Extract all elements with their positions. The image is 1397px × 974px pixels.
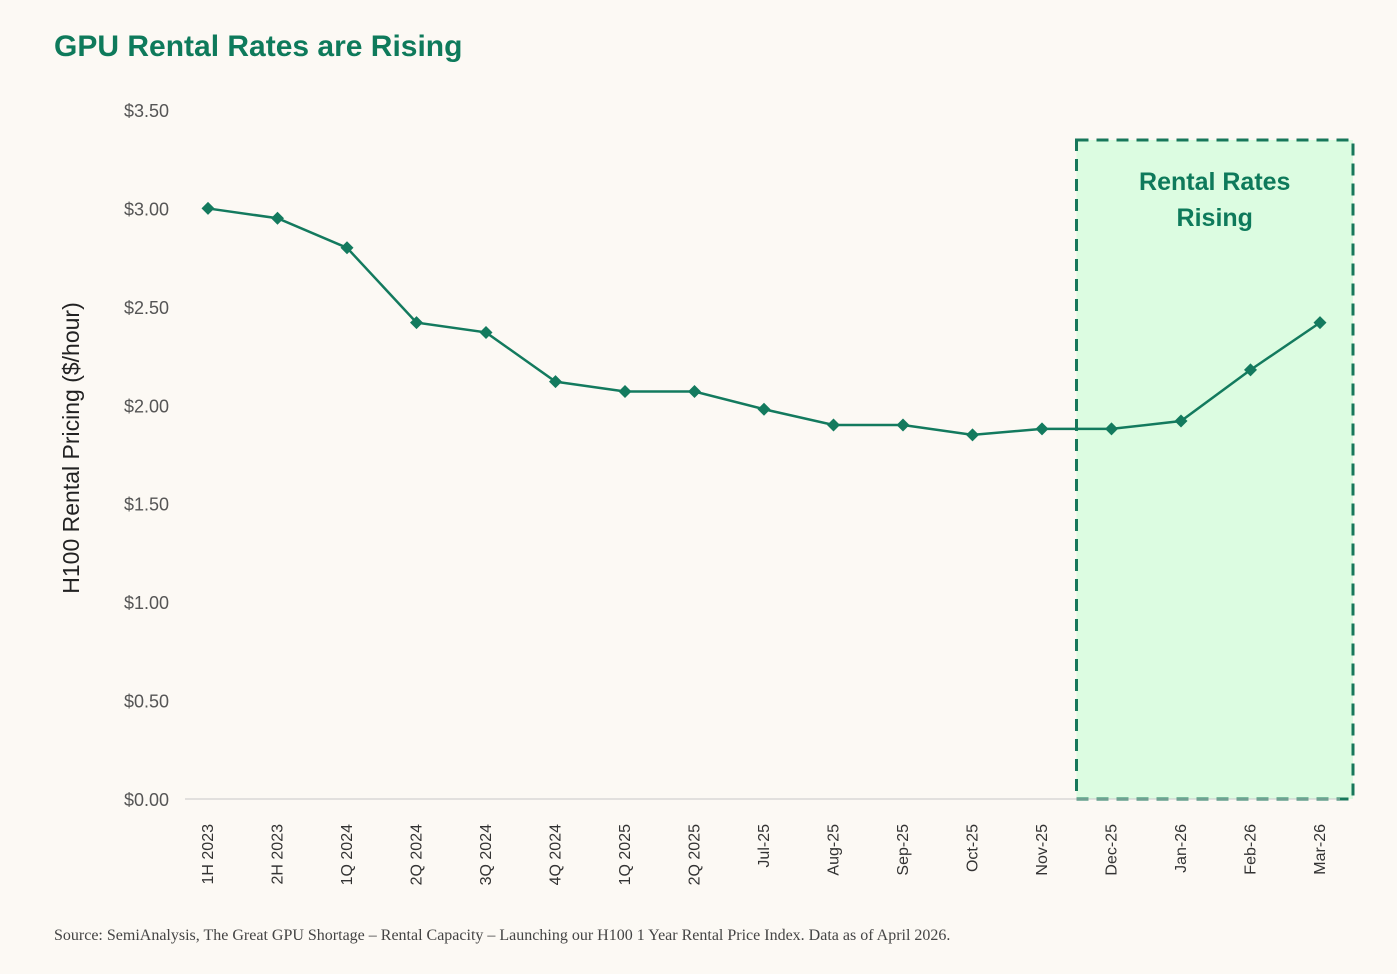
data-point	[1244, 363, 1257, 377]
x-tick-label: Jul-25	[756, 824, 773, 868]
y-tick-label: $1.50	[124, 495, 169, 515]
x-tick-label: 1H 2023	[200, 824, 217, 885]
data-point	[618, 385, 632, 399]
x-tick-label: 3Q 2024	[478, 824, 495, 885]
data-point	[201, 201, 215, 215]
annotation-line-2: Rising	[1177, 204, 1253, 232]
chart-title: GPU Rental Rates are Rising	[54, 30, 463, 63]
x-tick-label: Dec-25	[1104, 824, 1121, 876]
data-point	[549, 375, 562, 389]
y-tick-label: $3.50	[124, 101, 169, 121]
x-tick-label: Mar-26	[1312, 824, 1329, 875]
x-tick-label: Feb-26	[1243, 824, 1260, 875]
data-point	[479, 325, 493, 339]
data-point	[966, 428, 979, 442]
highlight-region	[1075, 138, 1355, 801]
y-tick-label: $0.00	[124, 790, 169, 810]
data-point	[1105, 422, 1118, 436]
x-tick-label: 2Q 2025	[687, 824, 704, 885]
x-tick-label: 1Q 2024	[339, 824, 356, 885]
y-tick-label: $3.00	[124, 199, 169, 219]
x-tick-label: Sep-25	[895, 824, 912, 876]
data-point	[757, 402, 771, 416]
y-tick-label: $2.50	[124, 298, 169, 318]
source-note: Source: SemiAnalysis, The Great GPU Shor…	[54, 927, 951, 944]
y-tick-label: $1.00	[124, 593, 169, 613]
data-point	[827, 418, 840, 432]
y-tick-label: $2.00	[124, 396, 169, 416]
x-tick-label: 4Q 2024	[548, 824, 565, 885]
data-point	[1313, 316, 1327, 330]
x-tick-label: 1Q 2025	[617, 824, 634, 885]
data-point	[1035, 422, 1049, 436]
y-tick-label: $0.50	[124, 692, 169, 712]
data-point	[271, 211, 284, 225]
x-tick-label: 2Q 2024	[409, 824, 426, 885]
y-axis-title: H100 Rental Pricing ($/hour)	[58, 302, 84, 593]
data-point	[1174, 414, 1188, 428]
data-point	[340, 241, 354, 255]
x-tick-label: 2H 2023	[270, 824, 287, 885]
x-tick-label: Nov-25	[1034, 824, 1051, 876]
data-point	[896, 418, 910, 432]
x-tick-label: Oct-25	[965, 824, 982, 872]
x-tick-label: Aug-25	[826, 824, 843, 876]
data-point	[688, 385, 701, 399]
data-point	[410, 316, 423, 330]
annotation-line-1: Rental Rates	[1139, 168, 1290, 196]
x-tick-label: Jan-26	[1173, 824, 1190, 873]
